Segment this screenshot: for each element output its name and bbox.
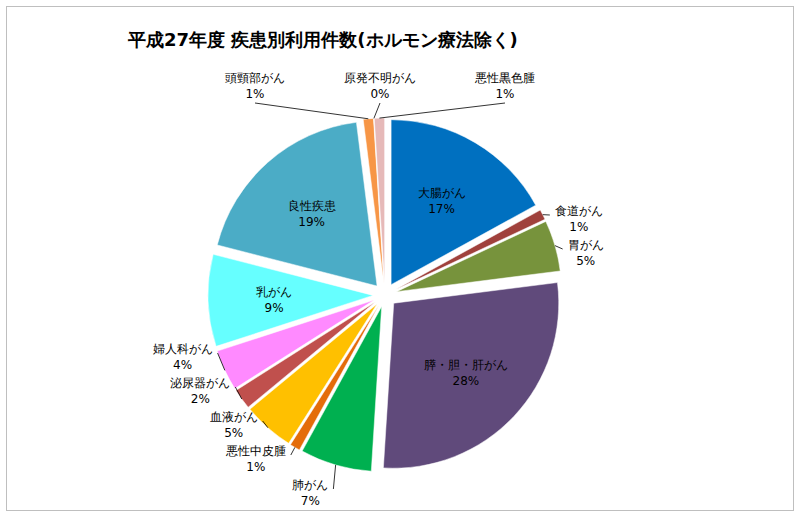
slice-value-label: 1%: [245, 87, 264, 101]
data-label: 乳がん 9%: [256, 285, 292, 315]
data-label: 頭頸部がん 1%: [225, 71, 285, 101]
data-label: 胃がん 5%: [568, 238, 604, 268]
slice-category-label: 食道がん: [555, 204, 603, 218]
pie-slice: [383, 283, 558, 469]
slice-category-label: 頭頸部がん: [225, 71, 285, 85]
slice-category-label: 肺がん: [292, 478, 328, 492]
slice-value-label: 28%: [453, 374, 480, 388]
slice-category-label: 泌尿器がん: [170, 376, 230, 390]
leader-line: [374, 103, 380, 118]
data-label: 泌尿器がん 2%: [170, 376, 230, 406]
chart-frame: [7, 7, 794, 511]
slice-category-label: 膵・胆・肝がん: [424, 358, 508, 372]
pie-slice: [374, 118, 384, 283]
slice-value-label: 1%: [495, 87, 514, 101]
slice-category-label: 悪性黒色腫: [474, 71, 535, 85]
leader-line: [543, 214, 550, 215]
slice-value-label: 5%: [576, 254, 595, 268]
slice-category-label: 良性疾患: [288, 199, 336, 213]
data-label: 悪性中皮腫 1%: [225, 444, 286, 474]
pie-slice: [374, 118, 384, 283]
leader-line: [379, 103, 505, 118]
data-label: 肺がん 7%: [292, 478, 328, 508]
slice-value-label: 1%: [246, 460, 265, 474]
leader-line: [255, 103, 368, 119]
data-label: 悪性黒色腫 1%: [474, 71, 535, 101]
slice-value-label: 0%: [370, 87, 389, 101]
slice-value-label: 7%: [301, 494, 320, 508]
slice-value-label: 9%: [265, 301, 284, 315]
data-label: 良性疾患 19%: [288, 199, 336, 229]
pie: 大腸がん 17% 膵・胆・肝がん 28% 乳がん 9% 良性疾患 19% 食道がん 1% 胃がん 5%…: [153, 71, 604, 508]
slice-category-label: 悪性中皮腫: [225, 444, 286, 458]
leader-line: [333, 465, 335, 489]
leader-line: [235, 387, 241, 399]
leader-line: [218, 353, 225, 370]
leader-line: [291, 447, 295, 455]
leader-line: [555, 246, 563, 249]
pie-slice: [363, 118, 384, 283]
slice-value-label: 1%: [569, 220, 588, 234]
data-label: 大腸がん 17%: [418, 186, 466, 216]
slice-category-label: 胃がん: [568, 238, 604, 252]
slice-category-label: 血液がん: [210, 410, 258, 424]
slice-value-label: 4%: [173, 358, 192, 372]
chart-svg: 平成27年度 疾患別利用件数(ホルモン療法除く) 大腸がん 17% 膵・胆・肝がん 28…: [0, 0, 800, 517]
slice-category-label: 乳がん: [256, 285, 292, 299]
pie-slice: [397, 221, 561, 291]
chart-container: 平成27年度 疾患別利用件数(ホルモン療法除く) 大腸がん 17% 膵・胆・肝がん 28…: [0, 0, 800, 517]
slice-category-label: 婦人科がん: [153, 342, 213, 356]
data-label: 食道がん 1%: [555, 204, 603, 234]
data-label: 血液がん 5%: [210, 410, 258, 440]
slice-value-label: 5%: [224, 426, 243, 440]
data-label: 婦人科がん 4%: [153, 342, 213, 372]
slices: [208, 118, 560, 471]
data-label: 膵・胆・肝がん 28%: [424, 358, 508, 388]
chart-title: 平成27年度 疾患別利用件数(ホルモン療法除く): [127, 29, 518, 50]
slice-category-label: 原発不明がん: [344, 71, 416, 85]
slice-value-label: 19%: [298, 215, 325, 229]
slice-category-label: 大腸がん: [418, 186, 466, 200]
data-label: 原発不明がん 0%: [344, 71, 416, 101]
slice-value-label: 2%: [191, 392, 210, 406]
slice-value-label: 17%: [428, 202, 455, 216]
leader-line: [263, 421, 268, 428]
data-labels: 大腸がん 17% 膵・胆・肝がん 28% 乳がん 9% 良性疾患 19% 食道がん 1% 胃がん 5%…: [153, 71, 604, 508]
pie-slice: [217, 122, 377, 286]
